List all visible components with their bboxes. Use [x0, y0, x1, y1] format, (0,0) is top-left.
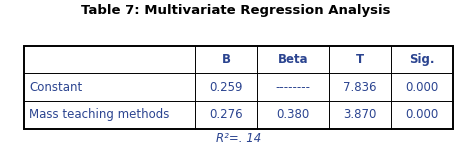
Text: Beta: Beta	[278, 53, 309, 66]
Text: 0.380: 0.380	[277, 108, 310, 121]
Text: Table 7: Multivariate Regression Analysis: Table 7: Multivariate Regression Analysi…	[81, 4, 391, 17]
Text: T: T	[356, 53, 364, 66]
Text: 3.870: 3.870	[343, 108, 377, 121]
Text: R²=. 14: R²=. 14	[216, 132, 261, 143]
Text: Sig.: Sig.	[409, 53, 435, 66]
Text: Constant: Constant	[29, 81, 83, 94]
Text: 0.276: 0.276	[210, 108, 243, 121]
Text: --------: --------	[276, 81, 311, 94]
Text: 0.000: 0.000	[405, 81, 439, 94]
Text: 0.000: 0.000	[405, 108, 439, 121]
Text: B: B	[222, 53, 231, 66]
Text: 0.259: 0.259	[210, 81, 243, 94]
Text: Mass teaching methods: Mass teaching methods	[29, 108, 169, 121]
Text: 7.836: 7.836	[343, 81, 377, 94]
Bar	[24, 46, 453, 129]
